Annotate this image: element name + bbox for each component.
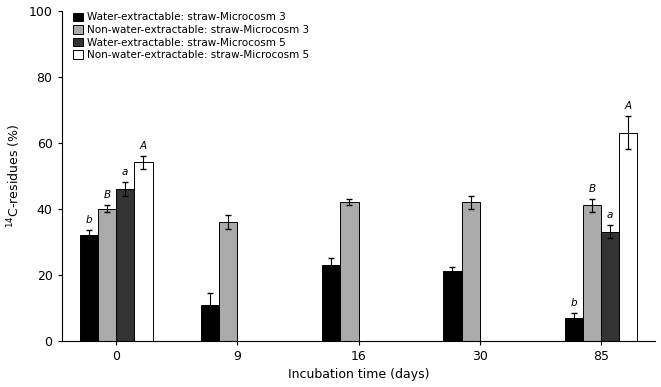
Bar <box>219 222 237 341</box>
Bar <box>444 272 461 341</box>
Text: b: b <box>85 215 92 225</box>
Bar <box>322 265 340 341</box>
Text: b: b <box>570 298 577 308</box>
Text: A: A <box>625 101 632 111</box>
Bar <box>80 235 98 341</box>
Text: a: a <box>122 167 128 177</box>
Bar <box>564 318 583 341</box>
Legend: Water-extractable: straw-Microcosm 3, Non-water-extractable: straw-Microcosm 3, : Water-extractable: straw-Microcosm 3, No… <box>73 12 309 60</box>
Bar <box>134 163 153 341</box>
Bar <box>601 232 619 341</box>
Bar <box>98 209 116 341</box>
Bar <box>340 202 358 341</box>
Bar <box>116 189 134 341</box>
Text: a: a <box>607 210 613 220</box>
Bar <box>583 205 601 341</box>
Bar <box>461 202 480 341</box>
Text: A: A <box>140 141 147 151</box>
Text: B: B <box>588 184 596 194</box>
Y-axis label: $^{14}$C-residues (%): $^{14}$C-residues (%) <box>5 123 23 228</box>
Text: B: B <box>104 190 110 200</box>
Bar <box>201 305 219 341</box>
X-axis label: Incubation time (days): Incubation time (days) <box>288 368 429 382</box>
Bar <box>619 133 637 341</box>
